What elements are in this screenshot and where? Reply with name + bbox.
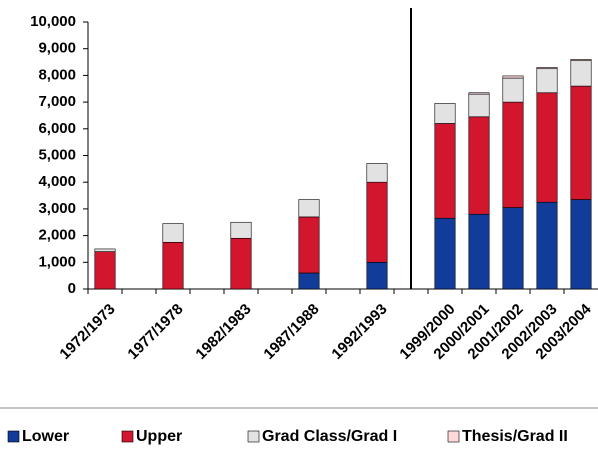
legend-swatch [247, 430, 260, 443]
bar-segment [230, 221, 252, 239]
bar-segment [502, 101, 524, 208]
y-tick-label: 0 [68, 280, 76, 297]
bar-segment [298, 216, 320, 274]
x-tick-label: 1987/1988 [260, 301, 322, 363]
bar-segment [434, 123, 456, 219]
y-tick-label: 9,000 [38, 40, 76, 57]
bar-segment [570, 60, 592, 87]
bar-segment [468, 92, 490, 95]
y-tick-label: 7,000 [38, 93, 76, 110]
y-tick-label: 2,000 [38, 227, 76, 244]
bar-segment [536, 67, 558, 70]
bar-segment [298, 272, 320, 290]
x-tick-label: 1977/1978 [124, 301, 186, 363]
bar-segment [468, 213, 490, 290]
y-tick-label: 1,000 [38, 253, 76, 270]
legend-swatch [121, 430, 134, 443]
bar-segment [570, 199, 592, 290]
y-tick-label: 10,000 [30, 13, 76, 30]
x-tick-label: 1982/1983 [192, 301, 254, 363]
bar-segment [536, 68, 558, 94]
bar-segment [366, 163, 388, 183]
legend-swatch [7, 430, 20, 443]
legend-label: Lower [22, 428, 69, 445]
y-tick-label: 3,000 [38, 200, 76, 217]
bar-segment [366, 181, 388, 263]
bar-segment [162, 241, 184, 290]
bar-segment [570, 85, 592, 200]
legend-label: Thesis/Grad II [462, 428, 568, 445]
bar-segment [434, 217, 456, 290]
y-tick-label: 6,000 [38, 120, 76, 137]
x-tick-label: 1992/1993 [328, 301, 390, 363]
bar-segment [536, 92, 558, 203]
y-tick-label: 8,000 [38, 66, 76, 83]
bar-segment [434, 103, 456, 124]
bar-segment [230, 237, 252, 290]
x-tick-label: 1972/1973 [56, 301, 118, 363]
y-tick-label: 4,000 [38, 173, 76, 190]
legend-label: Upper [136, 428, 182, 445]
legend-swatch [447, 430, 460, 443]
bar-segment [468, 93, 490, 118]
bar-segment [570, 59, 592, 62]
bar-segment [366, 261, 388, 290]
bar-segment [502, 77, 524, 103]
legend-label: Grad Class/Grad I [262, 428, 397, 445]
y-tick-label: 5,000 [38, 146, 76, 163]
bar-segment [298, 199, 320, 218]
bar-segment [502, 207, 524, 290]
bar-segment [502, 75, 524, 79]
bar-segment [536, 201, 558, 290]
bar-segment [468, 116, 490, 215]
bar-segment [94, 248, 116, 252]
bar-segment [94, 251, 116, 290]
bar-segment [162, 223, 184, 243]
